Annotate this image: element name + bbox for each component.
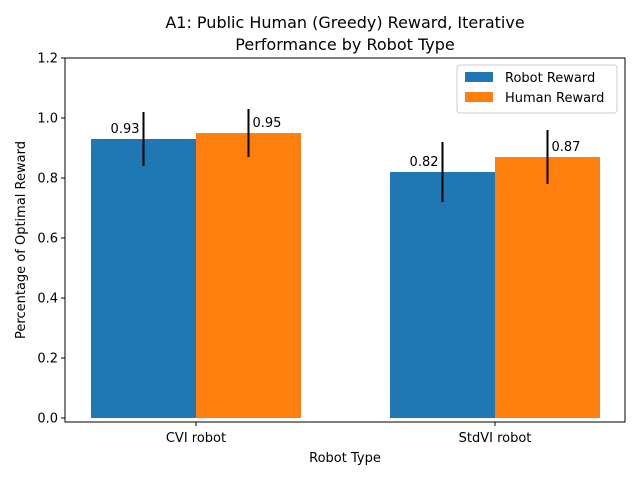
- legend-label-robot-reward: Robot Reward: [505, 71, 595, 86]
- legend: Robot Reward Human Reward: [456, 64, 618, 114]
- y-axis-label: Percentage of Optimal Reward: [14, 141, 29, 339]
- plot-frame: [64, 57, 626, 423]
- data-label-human-reward-2: 0.87: [552, 140, 581, 155]
- x-axis-label: Robot Type: [309, 451, 381, 466]
- data-label-robot-reward-1: 0.93: [111, 122, 140, 137]
- y-tick-label: 1.0: [37, 112, 58, 127]
- legend-box: [456, 64, 618, 114]
- data-label-human-reward-1: 0.95: [253, 116, 282, 131]
- y-tick-label: 0.0: [37, 412, 58, 427]
- bar-human-reward-2: [495, 157, 600, 418]
- y-tick-label: 0.4: [37, 292, 58, 307]
- legend-swatch-robot-reward: [465, 72, 493, 82]
- y-tick-label: 1.2: [37, 52, 58, 67]
- y-tick-label: 0.2: [37, 352, 58, 367]
- bars-group: [91, 133, 600, 418]
- x-axis: CVI robot StdVI robot: [166, 422, 532, 446]
- x-tick-label: StdVI robot: [459, 431, 532, 446]
- chart-title-line-2: Performance by Robot Type: [235, 35, 454, 54]
- bar-human-reward-1: [196, 133, 301, 418]
- y-axis: 0.0 0.2 0.4 0.6 0.8 1.0 1.2: [37, 52, 65, 427]
- chart-title-line-1: A1: Public Human (Greedy) Reward, Iterat…: [165, 13, 524, 32]
- bar-robot-reward-2: [390, 172, 495, 418]
- error-bars-group: [142, 109, 549, 202]
- bar-robot-reward-1: [91, 139, 196, 418]
- data-labels-group: 0.93 0.82 0.95 0.87: [111, 116, 581, 170]
- x-tick-label: CVI robot: [166, 431, 226, 446]
- legend-label-human-reward: Human Reward: [505, 91, 604, 106]
- y-tick-label: 0.8: [37, 172, 58, 187]
- y-tick-label: 0.6: [37, 232, 58, 247]
- data-label-robot-reward-2: 0.82: [410, 155, 439, 170]
- legend-swatch-human-reward: [465, 92, 493, 102]
